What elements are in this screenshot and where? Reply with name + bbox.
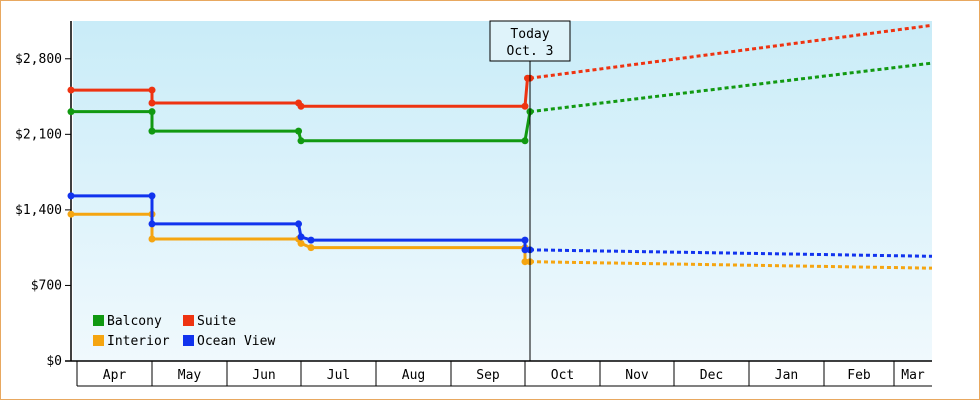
data-point: [521, 258, 529, 266]
data-point: [297, 239, 305, 247]
legend-label: Balcony: [107, 314, 162, 329]
plot-area: [73, 21, 932, 361]
x-month-label: Feb: [847, 368, 871, 383]
x-month-label: Jan: [775, 368, 798, 383]
series-forecast-line: [529, 61, 933, 114]
data-point: [148, 192, 156, 200]
data-point: [295, 127, 303, 135]
data-point: [297, 102, 305, 110]
x-month-label: Apr: [103, 368, 127, 383]
data-point: [67, 108, 75, 116]
x-month-label: Mar: [901, 368, 925, 383]
legend: Balcony Suite Interior Ocean View: [93, 314, 275, 349]
data-point: [67, 210, 75, 218]
y-tick-label: $2,100: [15, 127, 62, 142]
data-point: [148, 127, 156, 135]
series-forecast-line: [529, 23, 933, 80]
series-layer: [67, 23, 933, 270]
data-point: [148, 86, 156, 94]
x-axis: Apr May Jun Jul Aug Sep Oct Nov Dec Jan Feb Mar: [65, 360, 932, 387]
x-month-label: May: [178, 368, 202, 383]
data-point: [521, 246, 529, 254]
y-axis: $0 $700 $1,400 $2,100 $2,800: [15, 21, 72, 369]
legend-label: Interior: [107, 334, 170, 349]
x-month-label: Aug: [402, 368, 425, 383]
today-box: [489, 20, 571, 62]
x-month-label: Sep: [476, 368, 500, 383]
x-month-label: Dec: [700, 368, 723, 383]
today-marker: Today Oct. 3: [489, 20, 571, 361]
data-point: [307, 244, 315, 252]
legend-swatch: [183, 335, 194, 346]
y-tick-label: $700: [31, 278, 62, 293]
x-month-label: Jun: [252, 368, 275, 383]
data-point: [148, 235, 156, 243]
data-point: [297, 233, 305, 241]
data-point: [67, 192, 75, 200]
today-date: Oct. 3: [507, 44, 554, 59]
data-point: [521, 137, 529, 145]
series-suite: [67, 23, 933, 110]
x-month-label: Jul: [327, 368, 350, 383]
data-point: [148, 220, 156, 228]
legend-swatch: [93, 315, 104, 326]
x-month-label: Nov: [625, 368, 649, 383]
today-label: Today: [510, 27, 549, 42]
series-balcony: [67, 61, 933, 145]
legend-label: Ocean View: [197, 334, 275, 349]
legend-swatch: [93, 335, 104, 346]
data-point: [297, 137, 305, 145]
data-point: [148, 108, 156, 116]
legend-swatch: [183, 315, 194, 326]
data-point: [307, 236, 315, 244]
x-month-label: Oct: [551, 368, 574, 383]
y-tick-label: $2,800: [15, 52, 62, 67]
data-point: [521, 236, 529, 244]
data-point: [148, 99, 156, 107]
series-ocean-view: [67, 192, 933, 258]
data-point: [67, 86, 75, 94]
y-tick-label: $0: [46, 354, 62, 369]
data-point: [295, 220, 303, 228]
legend-label: Suite: [197, 314, 236, 329]
data-point: [521, 102, 529, 110]
y-tick-label: $1,400: [15, 203, 62, 218]
